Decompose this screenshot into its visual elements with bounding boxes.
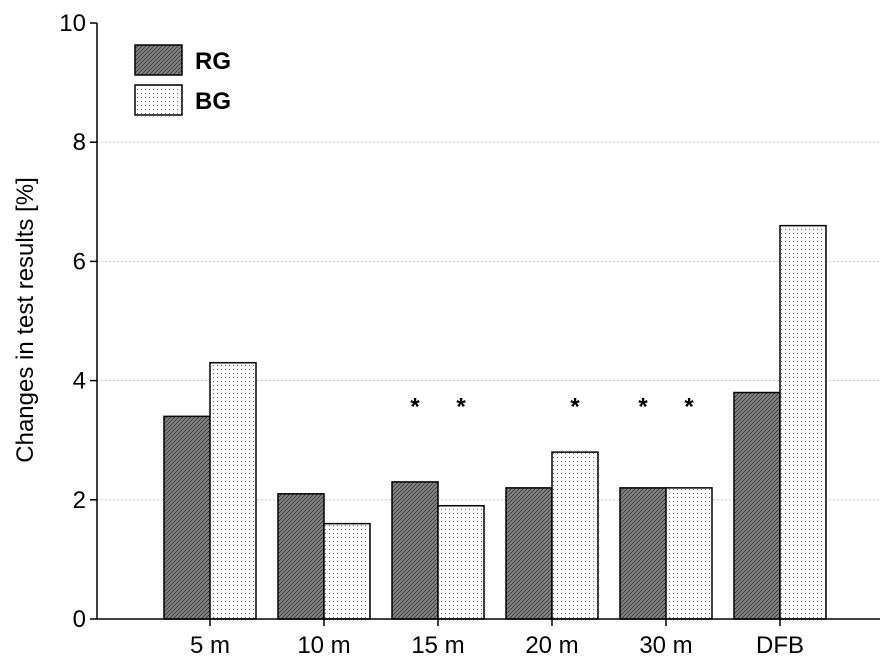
significance-markers: * * * * * bbox=[410, 393, 694, 420]
bar-bg-dfb bbox=[779, 224, 827, 620]
y-tick-label: 6 bbox=[73, 248, 86, 275]
legend-swatch-bg bbox=[134, 84, 183, 116]
bar-rg-15m bbox=[391, 481, 439, 620]
y-tick-label: 2 bbox=[73, 487, 86, 514]
bar-bg-20m bbox=[551, 451, 599, 620]
y-tick-label: 0 bbox=[73, 606, 86, 633]
bar-bg-15m bbox=[437, 505, 485, 620]
x-tick-label: 5 m bbox=[190, 632, 230, 659]
bar-bg-5m bbox=[209, 361, 257, 620]
legend-label-bg: BG bbox=[195, 88, 231, 115]
x-tick-label: 30 m bbox=[639, 632, 692, 659]
axes bbox=[96, 23, 880, 620]
y-tick-labels: 0 2 4 6 8 10 bbox=[59, 10, 97, 633]
legend-swatch-rg bbox=[134, 44, 183, 76]
significance-marker: * bbox=[456, 393, 466, 420]
bar-rg-dfb bbox=[733, 391, 781, 620]
x-tick-label: 20 m bbox=[525, 632, 578, 659]
bars bbox=[163, 224, 827, 620]
y-tick-label: 4 bbox=[73, 368, 86, 395]
significance-marker: * bbox=[684, 393, 694, 420]
x-tick-label: DFB bbox=[756, 632, 804, 659]
legend-label-rg: RG bbox=[195, 48, 231, 75]
significance-marker: * bbox=[570, 393, 580, 420]
x-tick-label: 15 m bbox=[411, 632, 464, 659]
x-tick-label: 10 m bbox=[297, 632, 350, 659]
bar-bg-10m bbox=[323, 522, 371, 620]
legend: RG BG bbox=[134, 44, 231, 116]
x-tick-labels: 5 m 10 m 15 m 20 m 30 m DFB bbox=[190, 619, 804, 659]
bar-rg-5m bbox=[163, 415, 211, 620]
bar-rg-30m bbox=[619, 487, 667, 620]
bar-rg-10m bbox=[277, 493, 325, 620]
bar-bg-30m bbox=[665, 487, 713, 620]
bar-rg-20m bbox=[505, 487, 553, 620]
y-tick-label: 8 bbox=[73, 129, 86, 156]
y-axis-label: Changes in test results [%] bbox=[12, 177, 39, 462]
y-tick-label: 10 bbox=[59, 10, 86, 37]
significance-marker: * bbox=[638, 393, 648, 420]
significance-marker: * bbox=[410, 393, 420, 420]
